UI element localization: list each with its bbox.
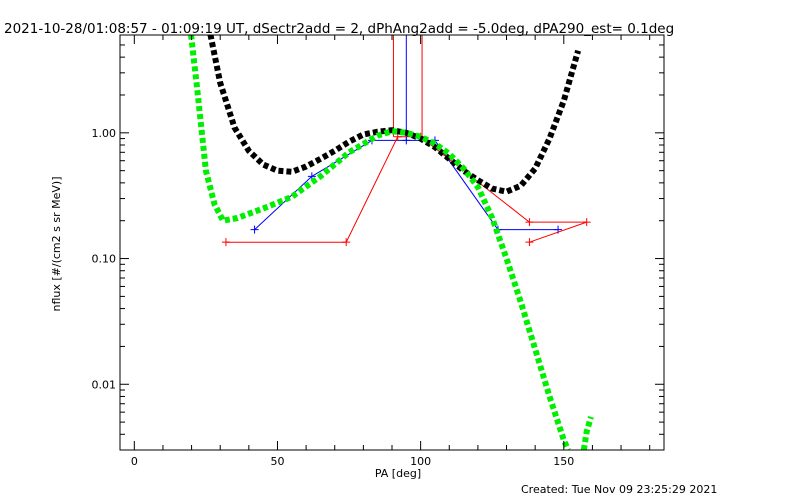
- series-line-0: [254, 139, 559, 231]
- data-point-marker: [525, 238, 534, 247]
- x-tick-label: 100: [410, 455, 431, 468]
- series-curve-4: [580, 416, 594, 450]
- series-curve-3: [188, 35, 571, 450]
- x-tick-label: 50: [270, 455, 284, 468]
- y-tick-label: 1.00: [92, 127, 117, 140]
- series-curve-2: [207, 35, 581, 195]
- axes-layer: 0 50 100 150 0.01 0.10 1.00: [92, 34, 665, 468]
- y-tick-label: 0.01: [92, 378, 117, 391]
- created-footer: Created: Tue Nov 09 23:25:29 2021: [521, 483, 717, 496]
- x-tick-label: 0: [131, 455, 138, 468]
- y-tick-label: 0.10: [92, 253, 117, 266]
- data-point-marker: [582, 218, 591, 227]
- data-point-marker: [221, 238, 230, 247]
- series-layer: [188, 35, 594, 450]
- x-tick-label: 150: [553, 455, 574, 468]
- y-axis-label: nflux [#/(cm2 s sr MeV)]: [50, 177, 63, 312]
- data-point-marker: [525, 218, 534, 227]
- chart-title: 2021-10-28/01:08:57 - 01:09:19 UT, dSect…: [4, 21, 674, 37]
- x-axis-label: PA [deg]: [375, 467, 421, 480]
- data-point-marker: [342, 238, 351, 247]
- series-line-1: [225, 136, 587, 243]
- data-point-marker: [250, 225, 259, 234]
- plot-frame: [119, 34, 665, 451]
